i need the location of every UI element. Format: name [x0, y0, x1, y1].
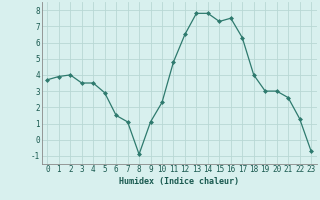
- X-axis label: Humidex (Indice chaleur): Humidex (Indice chaleur): [119, 177, 239, 186]
